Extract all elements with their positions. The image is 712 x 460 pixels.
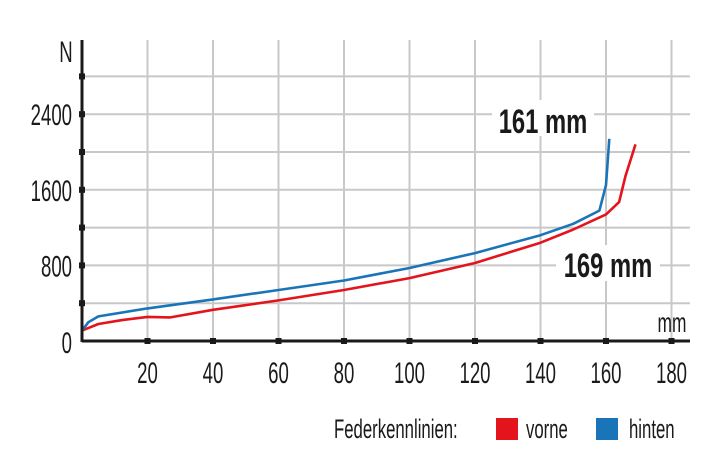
x-tick-mark	[603, 338, 609, 344]
x-tick-mark	[472, 338, 478, 344]
x-tick-label: 180	[656, 357, 687, 391]
annotation-161mm: 161 mm	[499, 103, 588, 141]
legend: Federkennlinien: vorne hinten	[334, 414, 675, 444]
x-tick-label: 80	[334, 357, 355, 391]
annotation-169mm: 169 mm	[564, 247, 653, 285]
legend-swatch-vorne	[496, 418, 518, 440]
y-tick-mark	[79, 262, 85, 269]
legend-swatch-hinten	[596, 418, 618, 440]
legend-label-hinten: hinten	[629, 414, 675, 444]
annotation-bg	[492, 100, 594, 136]
x-tick-label: 160	[590, 357, 621, 391]
grid	[82, 40, 690, 341]
y-tick-label: 1600	[31, 174, 72, 208]
y-tick-mark	[79, 300, 85, 307]
x-axis-label: mm	[658, 307, 687, 338]
x-tick-label: 60	[268, 357, 289, 391]
x-tick-mark	[275, 338, 282, 344]
annotation-bg	[556, 245, 660, 281]
x-tick-label: 140	[525, 357, 556, 391]
axes	[79, 40, 690, 344]
x-tick-label: 20	[137, 357, 158, 391]
x-tick-label: 120	[459, 357, 490, 391]
x-tick-mark	[210, 338, 216, 344]
y-axis-label: N	[59, 36, 72, 70]
series-line-hinten	[80, 138, 611, 341]
series-lines	[80, 138, 637, 341]
x-tick-label: 100	[394, 357, 425, 391]
legend-title: Federkennlinien:	[334, 414, 458, 444]
y-tick-mark	[79, 149, 85, 155]
annotations: 161 mm 169 mm	[492, 100, 660, 285]
y-tick-mark	[79, 73, 85, 80]
y-tick-label: 800	[41, 250, 72, 284]
tick-labels: 0 800 1600 2400 20 40 60 80 100 120 140 160 180 Nmm	[31, 36, 687, 391]
series-line-vorne	[80, 144, 637, 341]
x-tick-mark	[341, 338, 347, 344]
y-tick-label: 2400	[31, 99, 72, 133]
x-tick-mark	[144, 338, 151, 344]
y-tick-mark	[79, 224, 85, 231]
y-tick-mark	[79, 111, 85, 118]
legend-label-vorne: vorne	[526, 414, 568, 444]
y-tick-mark	[79, 186, 85, 193]
x-tick-mark	[406, 338, 413, 344]
x-tick-mark	[537, 338, 544, 344]
x-tick-mark	[668, 338, 675, 344]
y-tick-label: 0	[62, 327, 72, 361]
x-tick-label: 40	[203, 357, 224, 391]
